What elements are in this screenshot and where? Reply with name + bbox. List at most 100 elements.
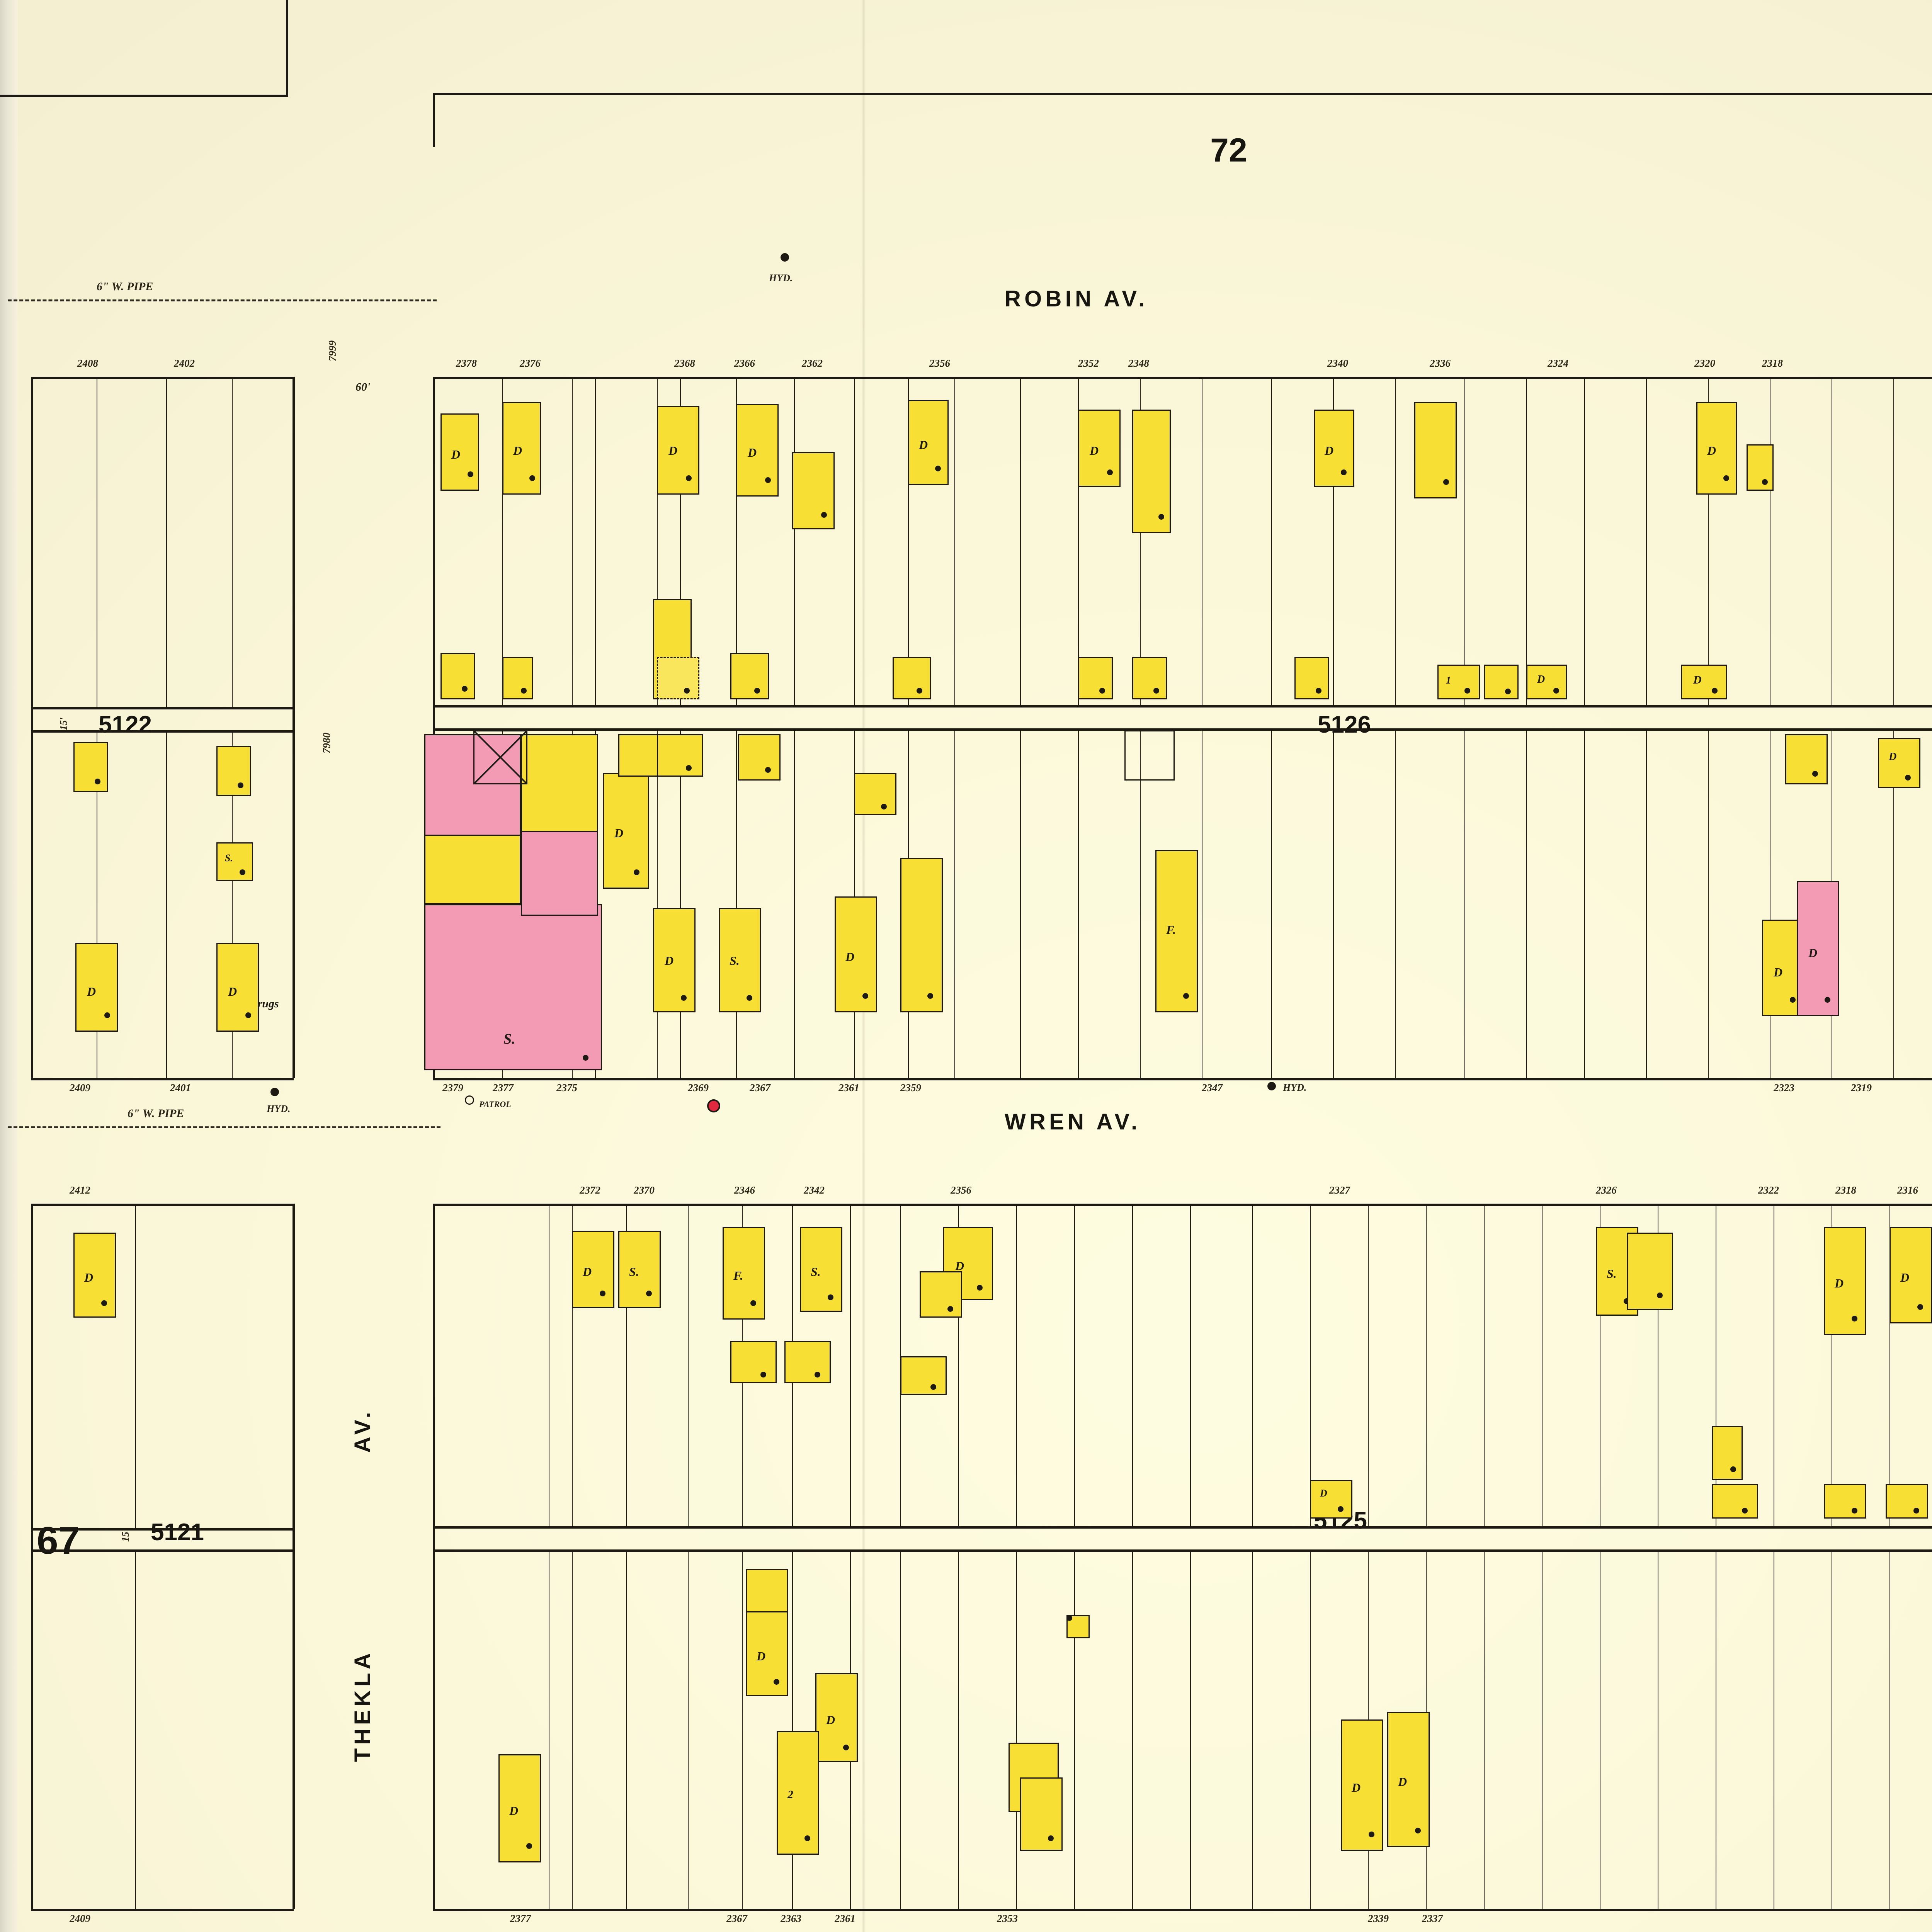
building-label: D (583, 1265, 592, 1279)
address-number: 2320 (1694, 357, 1715, 369)
lot-line (31, 1078, 294, 1080)
lot-divider (1426, 1204, 1427, 1528)
adjacent-page-top: 72 (1210, 132, 1247, 169)
lot-divider (680, 730, 681, 1078)
lot-divider (1310, 1204, 1311, 1528)
building-footprint (1878, 738, 1920, 788)
lot-divider (1464, 730, 1465, 1078)
building-label: D (84, 1270, 94, 1284)
lot-divider (1074, 1204, 1075, 1528)
building-label: D (1325, 444, 1334, 457)
lot-divider (742, 1549, 743, 1909)
street-width-robin-left: 60' (355, 381, 371, 393)
building-footprint (1712, 1484, 1758, 1519)
lot-line (433, 1526, 1932, 1529)
street-label-wren: WREN AV. (1005, 1109, 1141, 1134)
building-entrance-dot (947, 1306, 953, 1312)
building-footprint (1437, 665, 1480, 699)
lot-line (31, 1549, 294, 1552)
building-footprint (908, 400, 949, 485)
lot-divider (1542, 1204, 1543, 1528)
lot-divider (135, 1204, 136, 1528)
building-footprint (1681, 665, 1727, 699)
lot-line (433, 705, 1932, 707)
building-label: D (1774, 965, 1783, 979)
building-label: F. (1166, 923, 1176, 937)
lot-divider (1020, 377, 1021, 707)
address-number: 2318 (1835, 1184, 1856, 1196)
building-label: D (1693, 673, 1702, 686)
building-label: S. (225, 852, 233, 864)
building-label: D (757, 1649, 766, 1663)
building-footprint (1310, 1480, 1352, 1519)
hydrant-label: HYD. (769, 272, 793, 284)
building-footprint (1020, 1777, 1063, 1851)
lot-divider (1310, 1549, 1311, 1909)
address-number: 2401 (170, 1082, 191, 1094)
building-entrance-dot (1099, 688, 1105, 694)
address-number: 2378 (456, 357, 477, 369)
building-label: D (509, 1804, 519, 1818)
building-footprint (1747, 444, 1774, 491)
lot-line (31, 1909, 294, 1911)
building-footprint (1341, 1719, 1383, 1851)
address-number: 2326 (1596, 1184, 1617, 1196)
hydrant-label: HYD. (1283, 1082, 1307, 1093)
lot-divider (1893, 730, 1894, 1078)
address-number: 2327 (1329, 1184, 1350, 1196)
page-left-edge (0, 0, 18, 1932)
frame-line-top (433, 93, 1932, 95)
street-label-thekla-suffix: AV. (350, 1408, 375, 1453)
address-number: 2367 (726, 1913, 747, 1924)
lot-divider (794, 377, 795, 707)
building-entrance-dot (1107, 469, 1113, 475)
building-entrance-dot (765, 477, 771, 483)
building-footprint (736, 404, 779, 497)
building-footprint (1294, 657, 1329, 699)
lot-divider (688, 1204, 689, 1528)
building-entrance-dot (828, 1294, 833, 1300)
lot-divider (657, 730, 658, 1078)
block-number-5126: 5126 (1318, 711, 1371, 738)
building-label: S. (730, 954, 740, 968)
building-footprint (1824, 1227, 1866, 1335)
lot-divider (1584, 377, 1585, 707)
building-footprint (440, 413, 479, 491)
frame-line-upper-left (0, 95, 288, 97)
block-edge (293, 377, 295, 1078)
address-number: 2336 (1430, 357, 1451, 369)
building-entrance-dot (529, 475, 535, 481)
building-footprint (521, 831, 598, 916)
lot-divider (1078, 730, 1079, 1078)
building-footprint (216, 746, 251, 796)
lot-divider (166, 730, 167, 1078)
building-footprint (777, 1731, 819, 1855)
lot-divider (1074, 1549, 1075, 1909)
alley-width-a: 15' (58, 717, 69, 730)
address-number: 2372 (580, 1184, 600, 1196)
building-entrance-dot (1852, 1508, 1857, 1514)
building-label: D (1808, 946, 1818, 960)
building-footprint (424, 734, 521, 838)
lot-divider (1526, 730, 1527, 1078)
building-footprint (1797, 881, 1839, 1016)
address-number: 2375 (556, 1082, 577, 1094)
address-number: 2402 (174, 357, 195, 369)
address-number: 2361 (838, 1082, 859, 1094)
lot-divider (908, 377, 909, 707)
building-entrance-dot (1369, 1832, 1374, 1837)
building-entrance-dot (1790, 997, 1796, 1003)
building-entrance-dot (815, 1372, 820, 1378)
building-footprint (1078, 657, 1113, 699)
lot-divider (954, 377, 955, 707)
block-number-5121: 5121 (151, 1519, 204, 1546)
building-entrance-dot (1657, 1293, 1663, 1298)
building-entrance-dot (240, 869, 245, 875)
lot-divider (572, 377, 573, 707)
lot-divider (794, 730, 795, 1078)
pipe-label-wren-left: 6" W. PIPE (128, 1107, 184, 1120)
building-footprint (424, 904, 602, 1070)
lot-divider (1271, 730, 1272, 1078)
building-footprint (1696, 402, 1737, 495)
